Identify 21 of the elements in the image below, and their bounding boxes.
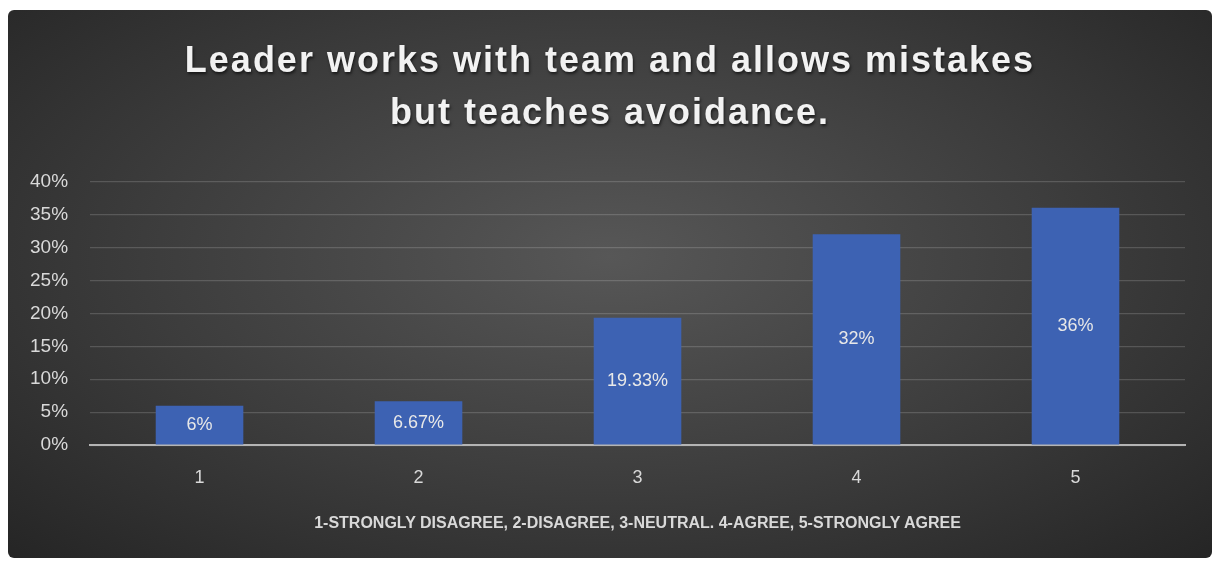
- x-tick-label: 5: [1070, 466, 1081, 487]
- y-tick-label: 10%: [30, 367, 69, 389]
- y-tick-label: 40%: [30, 169, 69, 191]
- x-tick-label: 3: [632, 466, 643, 487]
- x-axis-title: 1-STRONGLY DISAGREE, 2-DISAGREE, 3-NEUTRAL. 4-AGREE, 5-STRONGLY AGREE: [314, 513, 962, 531]
- y-tick-label: 5%: [40, 400, 69, 422]
- y-tick-label: 25%: [30, 268, 69, 290]
- chart-title: Leader works with team and allows mistakes but teaches avoidance.: [183, 38, 1037, 134]
- y-tick-label: 35%: [30, 202, 69, 224]
- y-tick-label: 15%: [30, 334, 69, 356]
- data-label: 32%: [838, 328, 875, 349]
- x-tick-label: 4: [851, 466, 862, 487]
- y-tick-label: 30%: [30, 235, 69, 257]
- data-label: 6%: [186, 414, 213, 435]
- data-label: 19.33%: [606, 370, 669, 391]
- y-tick-label: 20%: [30, 301, 69, 323]
- data-label: 6.67%: [393, 411, 445, 432]
- x-tick-label: 1: [194, 466, 205, 487]
- data-label: 36%: [1057, 315, 1094, 336]
- y-tick-label: 0%: [40, 433, 69, 455]
- x-tick-label: 2: [413, 466, 424, 487]
